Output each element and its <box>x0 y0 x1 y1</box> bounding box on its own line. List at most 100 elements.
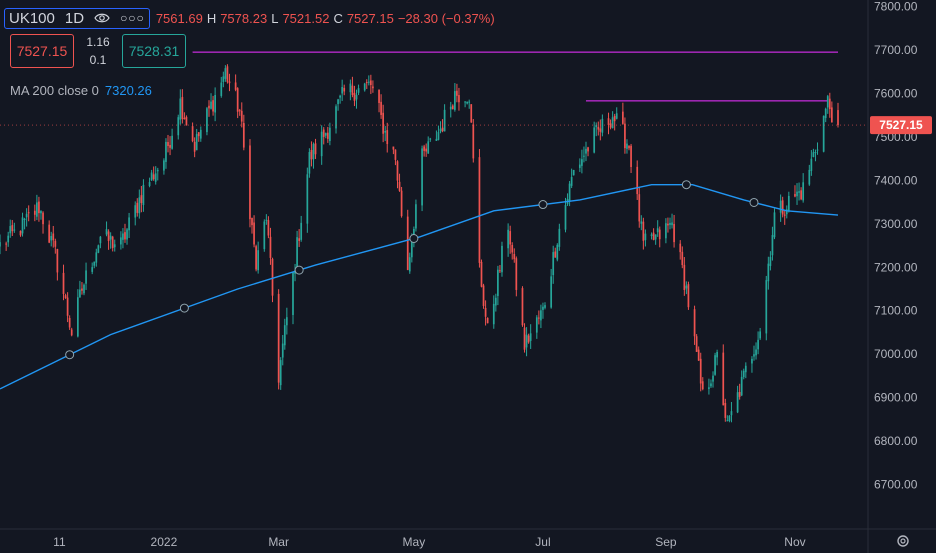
candle-body <box>367 81 370 83</box>
price-axis[interactable]: 7800.007700.007600.007500.007400.007300.… <box>874 0 918 492</box>
candle-body <box>808 169 811 185</box>
candle-body <box>212 100 214 112</box>
candle-body <box>767 263 770 282</box>
buy-button[interactable]: 7528.31 <box>122 34 186 68</box>
candle-body <box>622 111 624 124</box>
eye-icon[interactable] <box>94 10 110 26</box>
ma200-line[interactable] <box>0 184 839 390</box>
candle-body <box>85 270 87 284</box>
candle-body <box>122 233 124 240</box>
candle-body <box>523 327 526 350</box>
candle-body <box>81 288 83 291</box>
candle-body <box>652 232 655 241</box>
candle-body <box>378 89 380 103</box>
candle-body <box>91 267 94 272</box>
spread-bottom: 0.1 <box>89 53 107 67</box>
candle-body <box>779 200 782 213</box>
candle-body <box>185 116 188 126</box>
candle-body <box>21 217 24 234</box>
candle-body <box>105 229 108 235</box>
candle-body <box>609 123 612 128</box>
candle-body <box>710 383 712 387</box>
gear-icon[interactable] <box>897 535 909 547</box>
candle-body <box>744 365 747 373</box>
candle-body <box>802 182 805 201</box>
close-key: C <box>333 10 343 26</box>
candle-body <box>656 228 659 233</box>
candle-body <box>716 352 718 358</box>
candle-body <box>687 284 690 308</box>
candle-body <box>7 235 10 243</box>
candle-body <box>556 244 559 260</box>
candle-body <box>310 149 313 160</box>
candle-body <box>335 106 337 129</box>
ma-touch-marker[interactable] <box>538 200 548 210</box>
symbol-header: UK100 1D ○○○ 7561.69 H 7578.23 L 7521.52 C… <box>4 6 495 30</box>
candle-body <box>152 174 155 180</box>
low-value: 7521.52 <box>282 10 330 26</box>
spread-top: 1.16 <box>86 35 110 49</box>
candle-body <box>5 243 8 245</box>
candle-body <box>525 334 528 348</box>
candle-body <box>380 101 382 115</box>
candle-body <box>36 202 38 217</box>
candle-body <box>183 117 186 120</box>
candle-body <box>79 289 81 298</box>
candle-body <box>699 358 702 384</box>
candle-body <box>667 223 669 226</box>
price-tick-label: 7400.00 <box>874 173 918 187</box>
candle-body <box>642 221 645 241</box>
ma-touch-marker[interactable] <box>681 180 691 190</box>
candle-body <box>234 82 237 90</box>
candle-body <box>52 233 55 241</box>
sell-button[interactable]: 7527.15 <box>10 34 74 68</box>
candle-body <box>595 125 598 128</box>
candle-body <box>11 225 14 232</box>
candles-layer <box>0 64 839 423</box>
indicator-label: MA 200 close 0 <box>10 83 99 98</box>
candle-body <box>453 91 456 110</box>
candle-body <box>396 161 399 181</box>
candle-body <box>728 415 731 421</box>
candle-body <box>679 243 682 253</box>
candle-body <box>726 420 729 422</box>
candle-body <box>68 317 71 328</box>
candle-body <box>736 392 739 413</box>
candle-body <box>93 261 96 266</box>
open-value: 7561.69 <box>155 10 203 26</box>
candle-body <box>42 212 44 225</box>
candle-body <box>837 110 839 126</box>
more-dots-icon[interactable]: ○○○ <box>120 11 145 25</box>
candle-body <box>83 284 85 294</box>
time-tick-label: May <box>403 535 426 549</box>
ma-touch-marker[interactable] <box>294 265 304 275</box>
candle-body <box>249 145 251 220</box>
candle-body <box>755 349 757 356</box>
ma-touch-marker[interactable] <box>749 197 759 207</box>
ma-touch-marker[interactable] <box>179 303 189 313</box>
candle-body <box>437 132 440 140</box>
time-tick-label: Sep <box>655 535 677 549</box>
candle-body <box>742 370 745 378</box>
candle-body <box>759 331 762 339</box>
candle-body <box>449 106 452 110</box>
symbol-box[interactable]: UK100 1D ○○○ <box>4 7 150 29</box>
change-value: −28.30 (−0.37%) <box>397 10 495 26</box>
candle-body <box>572 169 575 176</box>
candle-body <box>369 80 372 86</box>
candle-body <box>423 146 425 151</box>
indicator-legend[interactable]: MA 200 close 0 7320.26 <box>10 83 152 98</box>
candle-body <box>148 182 151 186</box>
ma-touch-marker[interactable] <box>409 233 419 243</box>
time-axis[interactable]: 11 2022 Mar May Jul Sep Nov <box>53 535 805 549</box>
candle-body <box>628 145 630 149</box>
candle-body <box>583 155 585 157</box>
candle-body <box>365 82 368 84</box>
candle-body <box>298 238 301 241</box>
candle-body <box>113 244 116 248</box>
candle-body <box>486 317 489 324</box>
candle-body <box>283 325 286 346</box>
ma-touch-marker[interactable] <box>65 350 75 360</box>
candle-body <box>0 242 1 247</box>
